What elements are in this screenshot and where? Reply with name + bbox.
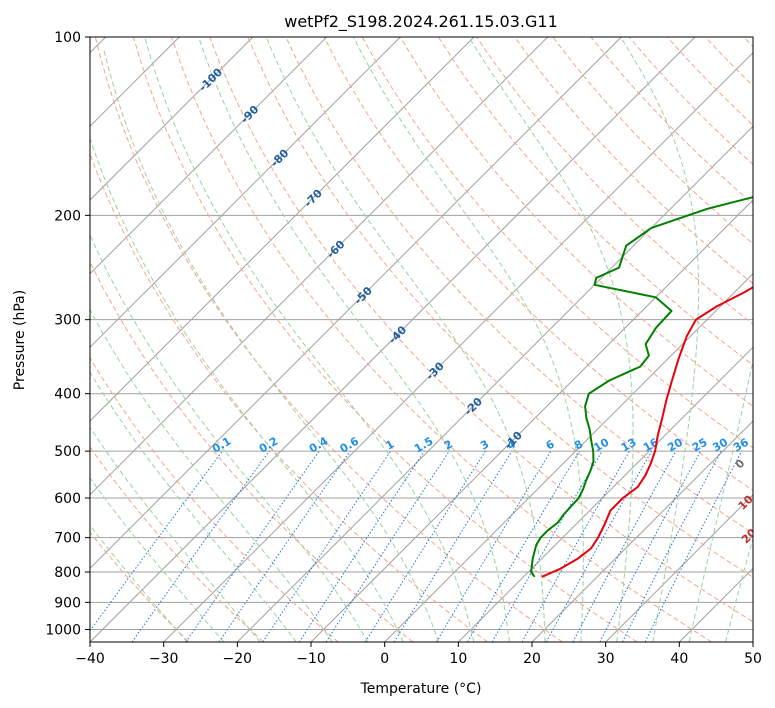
isotherm-line bbox=[90, 37, 328, 275]
x-axis: −40 −30 −20 −10 0 10 20 30 40 50 bbox=[75, 642, 762, 667]
mixing-ratio-line bbox=[298, 450, 425, 642]
mixing-ratio-line bbox=[599, 450, 701, 642]
dry-adiabat-line bbox=[90, 260, 414, 642]
moist-adiabat-line bbox=[725, 536, 753, 642]
temperature-profile-line bbox=[541, 286, 753, 578]
moist-adiabat-line bbox=[688, 358, 753, 642]
plot-background bbox=[90, 37, 753, 642]
y-tick-label: 800 bbox=[54, 565, 81, 581]
mixing-ratio-line bbox=[621, 450, 722, 642]
moist-adiabat-line bbox=[103, 49, 439, 642]
mixing-ratio-line bbox=[572, 450, 677, 642]
y-tick-label: 500 bbox=[54, 444, 81, 460]
moist-adiabat-line bbox=[265, 37, 546, 642]
isotherm-line bbox=[384, 272, 753, 642]
mixing-ratio-line bbox=[364, 450, 486, 642]
y-axis: 100 200 300 400 500 600 700 800 900 1000 bbox=[45, 30, 90, 638]
y-axis-title: Pressure (hPa) bbox=[12, 290, 28, 390]
mixing-ratio-line bbox=[325, 450, 450, 642]
dry-adiabat-line bbox=[94, 37, 563, 642]
mixing-ratio-line bbox=[521, 450, 630, 642]
isotherm-line bbox=[236, 125, 753, 642]
moist-adiabat-line bbox=[90, 477, 225, 642]
x-tick-label: −40 bbox=[75, 651, 105, 667]
dry-adiabat-line bbox=[514, 37, 753, 285]
isotherm-line bbox=[605, 493, 753, 642]
mixing-ratio-line bbox=[90, 450, 223, 632]
mixing-ratio-line bbox=[262, 450, 392, 642]
x-tick-label: 20 bbox=[523, 651, 541, 667]
isotherm-line bbox=[163, 51, 753, 642]
chart-title: wetPf2_S198.2024.261.15.03.G11 bbox=[284, 12, 558, 32]
isotherm-line bbox=[90, 37, 401, 349]
mixing-ratio-line bbox=[218, 450, 351, 642]
isotherm-line bbox=[752, 641, 753, 642]
moist-adiabat-line bbox=[90, 426, 261, 642]
moist-adiabat-line bbox=[90, 136, 404, 642]
moist-adiabat-line bbox=[144, 37, 475, 642]
mixing-ratio-line bbox=[393, 450, 513, 642]
dry-adiabat-line bbox=[90, 356, 339, 642]
dry-adiabat-line bbox=[361, 37, 753, 449]
isotherm-line bbox=[457, 346, 753, 642]
isotherm-line bbox=[90, 37, 622, 570]
x-tick-label: −10 bbox=[296, 651, 326, 667]
mixing-ratio-line bbox=[131, 450, 270, 642]
isotherm-line bbox=[90, 37, 254, 201]
dry-adiabat-line bbox=[323, 37, 753, 491]
moist-adiabat-label: 30 bbox=[752, 557, 772, 577]
moist-adiabat-line bbox=[468, 37, 634, 642]
dry-adiabat-line bbox=[132, 37, 638, 642]
y-tick-label: 400 bbox=[54, 387, 81, 403]
x-tick-label: 40 bbox=[670, 651, 688, 667]
moist-adiabat-line bbox=[353, 37, 584, 642]
dry-adiabat-line bbox=[90, 152, 488, 642]
dry-adiabat-line bbox=[209, 37, 753, 623]
x-axis-title: Temperature (°C) bbox=[360, 681, 482, 697]
isotherm-line bbox=[531, 420, 753, 642]
moist-adiabat-line bbox=[198, 37, 510, 642]
moist-adiabat-line bbox=[620, 37, 700, 642]
isotherm-line bbox=[90, 37, 475, 422]
y-tick-label: 300 bbox=[54, 313, 81, 329]
x-tick-label: 0 bbox=[380, 651, 389, 667]
mixing-ratio-line bbox=[644, 450, 743, 642]
dry-adiabat-line bbox=[171, 37, 712, 642]
moist-adiabat-line bbox=[762, 37, 775, 642]
dry-adiabat-line bbox=[247, 37, 753, 578]
x-tick-label: −20 bbox=[223, 651, 253, 667]
background-lines bbox=[90, 37, 775, 642]
moist-adiabat-line bbox=[90, 308, 333, 642]
isotherm-line bbox=[90, 37, 549, 496]
mixing-ratio-line bbox=[435, 450, 552, 642]
dry-adiabat-line bbox=[437, 37, 753, 366]
dry-adiabat-line bbox=[285, 37, 753, 535]
x-tick-label: 10 bbox=[449, 651, 467, 667]
moist-adiabat-line bbox=[90, 524, 188, 642]
x-tick-label: −30 bbox=[149, 651, 179, 667]
y-tick-label: 1000 bbox=[45, 622, 81, 638]
mixing-ratio-line bbox=[185, 450, 320, 642]
y-tick-label: 200 bbox=[54, 208, 81, 224]
dewpoint-profile-line bbox=[530, 196, 753, 578]
profiles bbox=[530, 196, 753, 578]
moist-adiabat-line bbox=[90, 371, 297, 642]
y-tick-label: 900 bbox=[54, 595, 81, 611]
dry-adiabat-line bbox=[90, 446, 264, 642]
x-tick-label: 30 bbox=[597, 651, 615, 667]
dry-adiabat-line bbox=[90, 531, 190, 642]
plot-frame bbox=[89, 36, 754, 643]
isotherm-line bbox=[90, 37, 696, 642]
y-tick-label: 600 bbox=[54, 491, 81, 507]
y-tick-label: 700 bbox=[54, 531, 81, 547]
y-tick-label: 100 bbox=[54, 30, 81, 46]
x-tick-label: 50 bbox=[744, 651, 762, 667]
dry-adiabat-line bbox=[399, 37, 753, 407]
